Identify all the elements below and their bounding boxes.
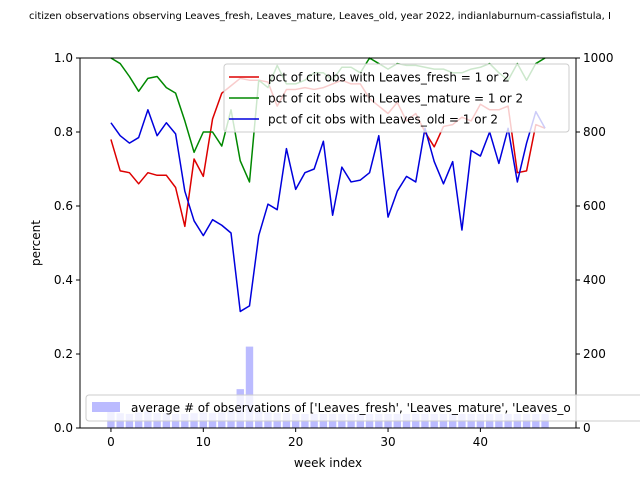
legend-box bbox=[223, 63, 570, 133]
plot-frame bbox=[79, 57, 577, 429]
bar-legend: average # of observations of ['Leaves_fr… bbox=[85, 394, 640, 422]
y-tick-label: 0.4 bbox=[54, 273, 73, 287]
bar-legend-swatch bbox=[92, 402, 120, 412]
y-tick-label: 0.2 bbox=[54, 347, 73, 361]
y2-tick-label: 400 bbox=[583, 273, 606, 287]
x-tick-label: 10 bbox=[196, 435, 211, 449]
bar-week-15 bbox=[245, 346, 254, 428]
y-tick-label: 0.6 bbox=[54, 199, 73, 213]
y-tick-label: 0.0 bbox=[54, 421, 73, 435]
bar-legend-box bbox=[85, 394, 640, 422]
legend-label-1: pct of cit obs with Leaves_mature = 1 or… bbox=[268, 92, 523, 106]
x-tick-label: 0 bbox=[107, 435, 115, 449]
y2-tick-label: 600 bbox=[583, 199, 606, 213]
y2-tick-label: 1000 bbox=[583, 51, 614, 65]
chart-title: citizen observations observing Leaves_fr… bbox=[29, 11, 611, 22]
series-line-2 bbox=[110, 109, 546, 313]
y2-tick-label: 200 bbox=[583, 347, 606, 361]
x-tick-label: 30 bbox=[380, 435, 395, 449]
bar-legend-label: average # of observations of ['Leaves_fr… bbox=[131, 401, 571, 415]
x-tick-label: 20 bbox=[288, 435, 303, 449]
legend-label-2: pct of cit obs with Leaves_old = 1 or 2 bbox=[268, 113, 498, 127]
y-tick-label: 1.0 bbox=[54, 51, 73, 65]
series-legend: pct of cit obs with Leaves_fresh = 1 or … bbox=[223, 63, 570, 133]
y2-tick-label: 800 bbox=[583, 125, 606, 139]
y2-tick-label: 0 bbox=[583, 421, 591, 435]
x-axis-label: week index bbox=[294, 456, 362, 470]
legend-label-0: pct of cit obs with Leaves_fresh = 1 or … bbox=[268, 71, 510, 85]
x-tick-label: 40 bbox=[473, 435, 488, 449]
y-tick-label: 0.8 bbox=[54, 125, 73, 139]
y-axis-label: percent bbox=[29, 220, 43, 266]
axes: 0 10 20 30 40 0.0 0.2 0.4 0.6 0.8 1.0 0 200 400 600 800… bbox=[54, 51, 614, 449]
